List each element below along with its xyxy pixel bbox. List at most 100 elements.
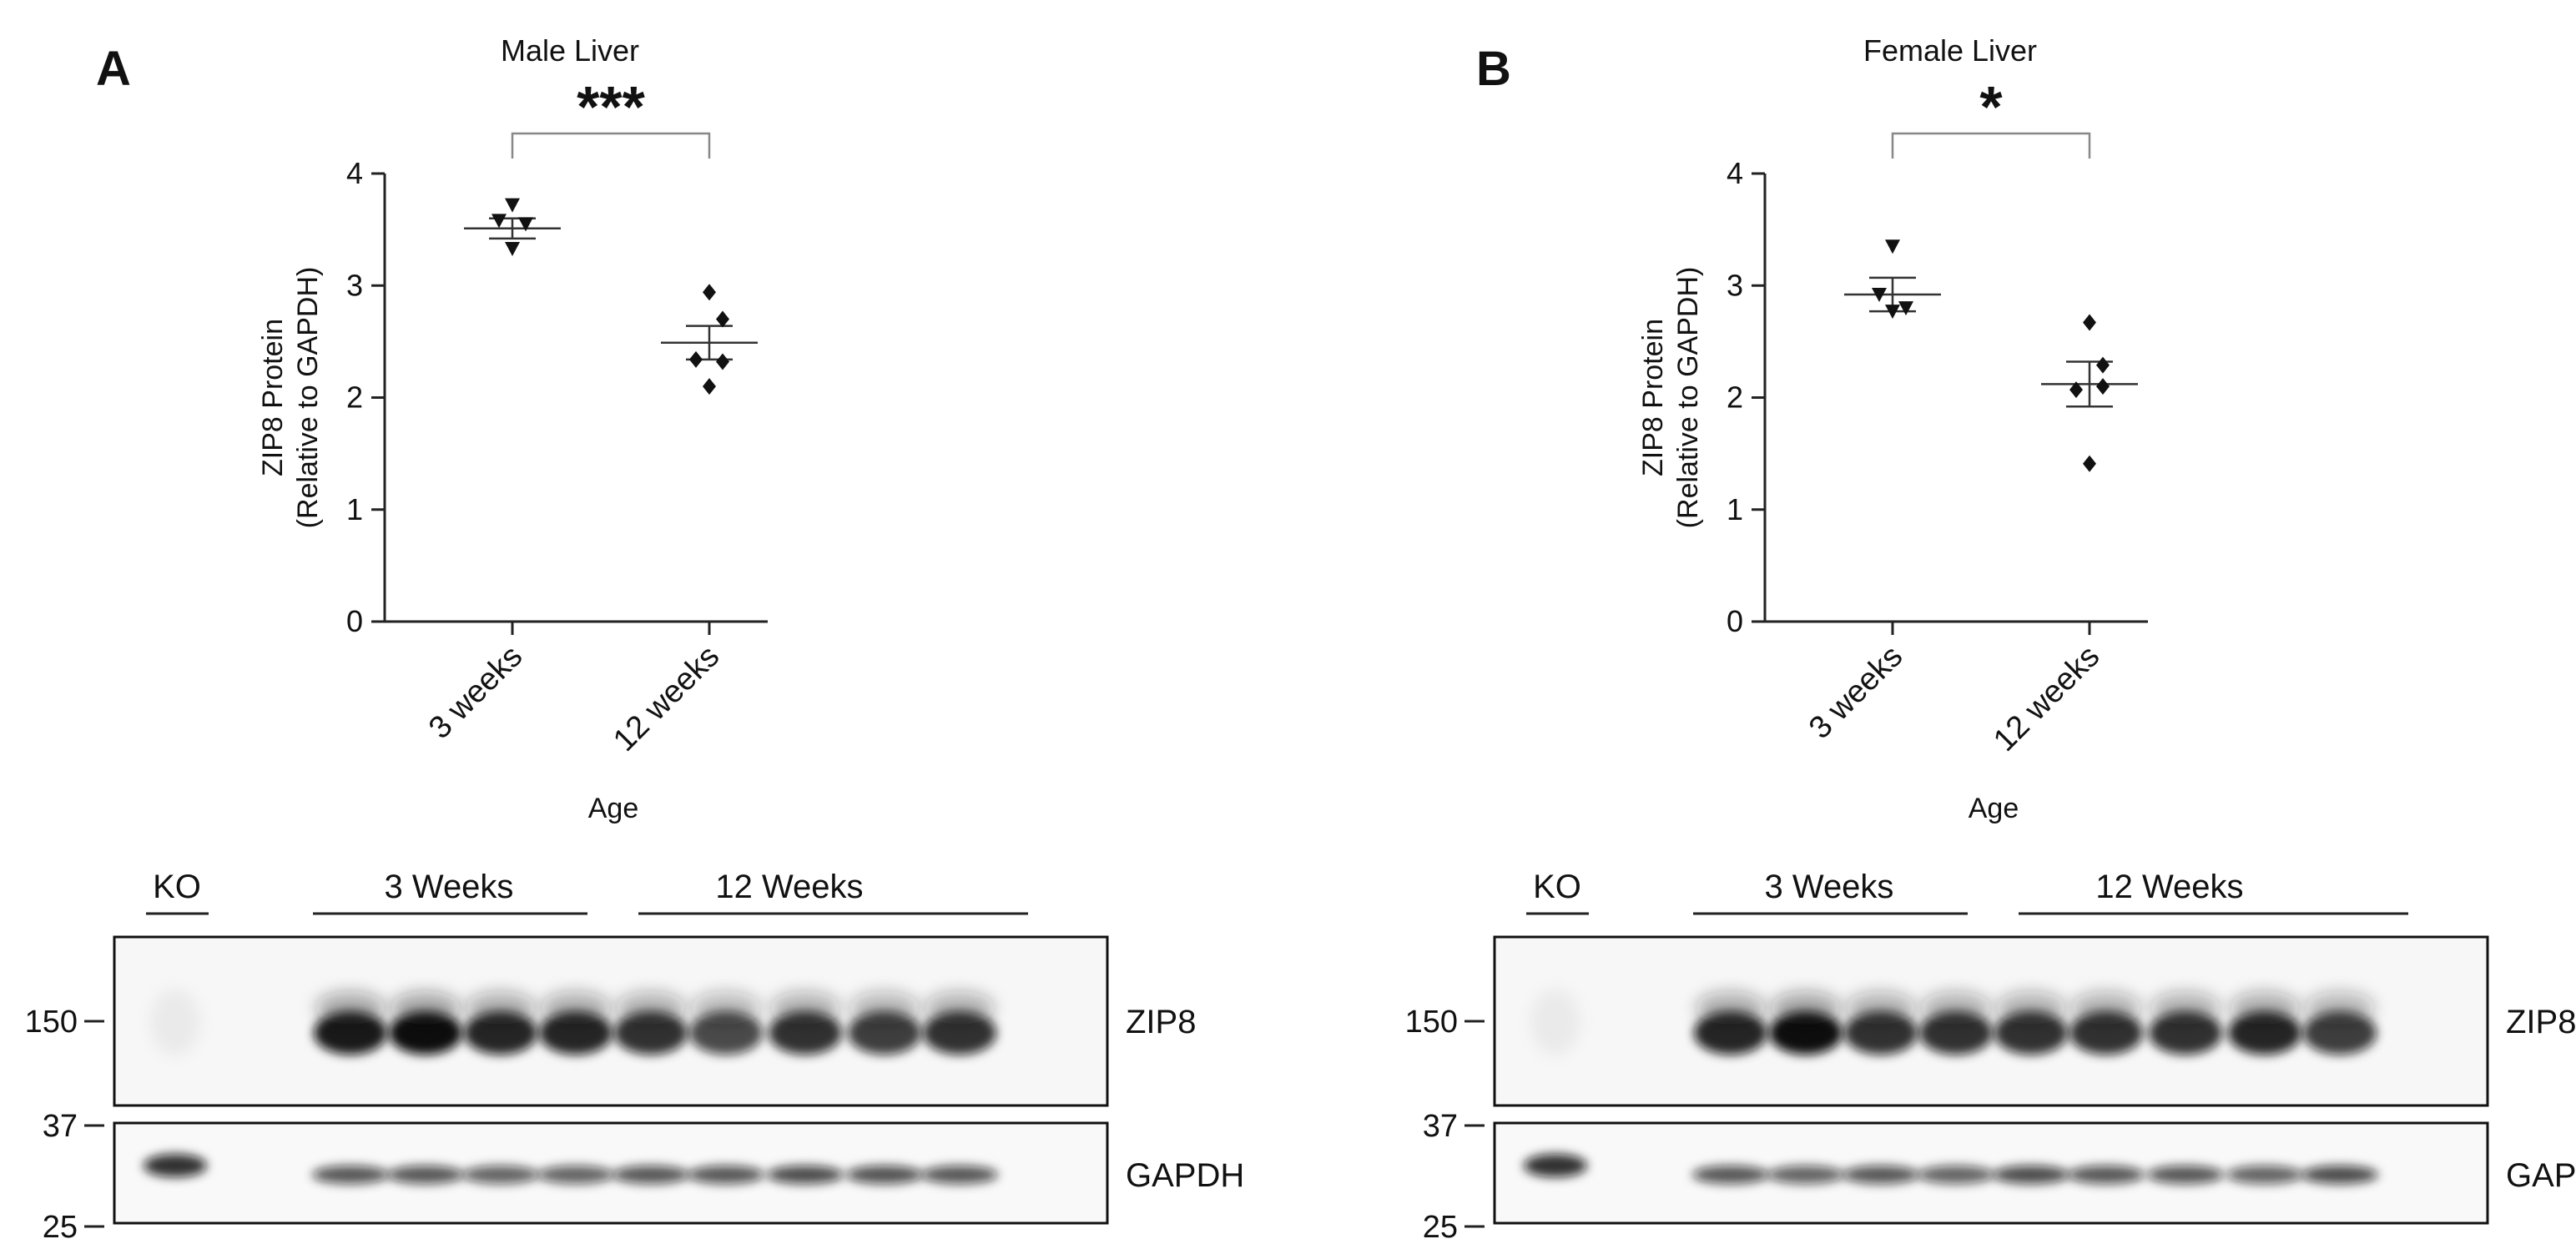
gapdh-band (2147, 1166, 2224, 1184)
gapdh-band (767, 1166, 844, 1184)
y-tick-label: 3 (1727, 268, 1743, 302)
data-point (505, 198, 520, 213)
gapdh-label: GAPDH (2506, 1157, 2576, 1194)
gapdh-band (2226, 1166, 2303, 1184)
zip8-band-smear (2071, 991, 2141, 1025)
zip8-band-smear (1771, 991, 1841, 1025)
mw-marker-label: 150 (25, 1005, 78, 1040)
chart-title: Female Liver (1863, 33, 2037, 68)
data-point (1872, 287, 1887, 302)
zip8-band-smear (691, 991, 761, 1025)
significance-bracket (1891, 132, 2091, 159)
data-point (2069, 381, 2083, 399)
y-axis-title-line: ZIP8 Protein (1637, 319, 1669, 476)
gapdh-label: GAPDH (1126, 1157, 1244, 1194)
zip8-band-smear (315, 991, 386, 1025)
zip8-band-smear (849, 991, 920, 1025)
x-axis-title: Age (1969, 793, 2019, 824)
y-tick-label: 3 (346, 268, 363, 302)
zip8-band-smear (1696, 991, 1766, 1025)
zip8-band-smear (2305, 991, 2375, 1025)
mw-marker-label: 37 (43, 1109, 78, 1144)
zip8-band-smear (1996, 991, 2066, 1025)
data-point (2096, 378, 2110, 395)
panel-letter: B (1476, 42, 1511, 96)
data-point (703, 284, 716, 301)
gapdh-band (144, 1154, 207, 1177)
ko-label: KO (153, 869, 201, 905)
significance-bracket (511, 132, 711, 159)
panel-B: B Female Liver * 0 1 2 3 4 ZIP8 Protein (Relative… (1405, 33, 2576, 1245)
data-point (2083, 455, 2096, 472)
gapdh-band (312, 1166, 389, 1184)
x-axis-title: Age (588, 793, 639, 824)
gapdh-band (921, 1166, 998, 1184)
gapdh-band (2301, 1166, 2378, 1184)
group2-label: 12 Weeks (2095, 869, 2243, 905)
gapdh-band (846, 1166, 923, 1184)
gapdh-band (1843, 1166, 1919, 1184)
y-axis-title-line: ZIP8 Protein (257, 319, 289, 476)
data-point (1898, 301, 1913, 316)
x-tick-label: 3 weeks (422, 639, 529, 746)
x-tick-label: 12 weeks (607, 639, 726, 758)
gapdh-band (462, 1166, 539, 1184)
x-tick-label: 3 weeks (1802, 639, 1909, 746)
zip8-band (150, 989, 200, 1055)
zip8-band-smear (2230, 991, 2300, 1025)
ko-label: KO (1533, 869, 1581, 905)
mw-marker-label: 150 (1405, 1005, 1458, 1040)
data-point (716, 353, 729, 370)
zip8-band-smear (2150, 991, 2221, 1025)
gapdh-band (1524, 1154, 1587, 1177)
gapdh-band (1692, 1166, 1769, 1184)
data-point (703, 378, 716, 395)
zip8-label: ZIP8 (2506, 1004, 2576, 1040)
y-axis-title: ZIP8 Protein (Relative to GAPDH) (257, 267, 324, 529)
panel-A: A Male Liver *** 0 1 2 3 4 ZIP8 Protein (Relative… (25, 33, 1245, 1245)
x-tick-label: 12 weeks (1987, 639, 2106, 758)
gapdh-band (537, 1166, 614, 1184)
y-tick-label: 0 (1727, 604, 1743, 638)
group2-label: 12 Weeks (715, 869, 863, 905)
data-point (518, 217, 533, 232)
data-point (1885, 239, 1900, 254)
zip8-band-smear (541, 991, 611, 1025)
gapdh-band (612, 1166, 689, 1184)
significance-label: *** (577, 74, 645, 139)
mw-marker-label: 37 (1423, 1109, 1458, 1144)
gapdh-band (387, 1166, 464, 1184)
significance-label: * (1979, 74, 2003, 139)
y-axis-title-line: (Relative to GAPDH) (292, 267, 324, 529)
group1-label: 3 Weeks (385, 869, 514, 905)
y-axis-title: ZIP8 Protein (Relative to GAPDH) (1637, 267, 1704, 529)
y-axis-title-line: (Relative to GAPDH) (1672, 267, 1704, 529)
zip8-label: ZIP8 (1126, 1004, 1196, 1040)
y-tick-label: 4 (1727, 156, 1743, 190)
gapdh-band (1918, 1166, 1994, 1184)
zip8-band-smear (925, 991, 995, 1025)
zip8-band-smear (770, 991, 840, 1025)
data-point (505, 241, 520, 256)
y-tick-label: 4 (346, 156, 363, 190)
zip8-band-smear (1921, 991, 1991, 1025)
mw-marker-label: 25 (1423, 1210, 1458, 1245)
y-tick-label: 1 (1727, 492, 1743, 526)
data-point (689, 350, 703, 368)
data-point (1885, 305, 1900, 320)
gapdh-band (1993, 1166, 2069, 1184)
zip8-band-smear (466, 991, 536, 1025)
data-point (492, 214, 507, 229)
zip8-band (1530, 989, 1580, 1055)
data-point (716, 310, 729, 328)
zip8-band-smear (391, 991, 461, 1025)
y-tick-label: 2 (1727, 380, 1743, 415)
zip8-band-smear (1846, 991, 1916, 1025)
zip8-band-smear (616, 991, 686, 1025)
gapdh-band (1767, 1166, 1844, 1184)
panel-letter: A (96, 42, 131, 96)
gapdh-band (2068, 1166, 2145, 1184)
y-tick-label: 2 (346, 380, 363, 415)
group1-label: 3 Weeks (1765, 869, 1894, 905)
